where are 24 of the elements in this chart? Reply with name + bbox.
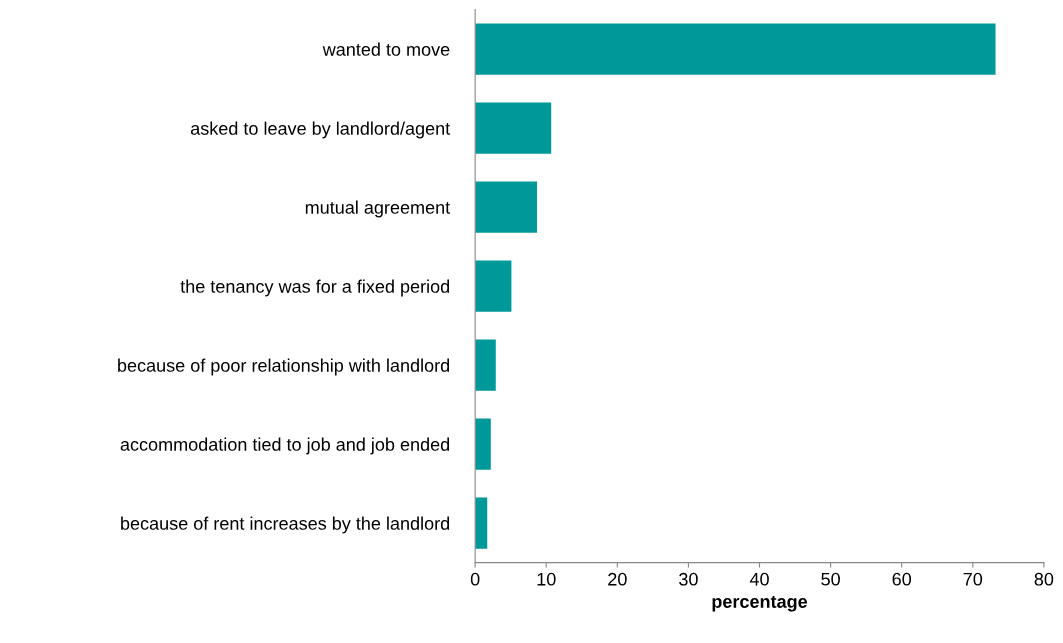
x-tick-label: 60 bbox=[892, 572, 912, 586]
y-tick-label: the tenancy was for a fixed period bbox=[180, 279, 450, 297]
y-tick-label: mutual agreement bbox=[305, 200, 451, 218]
bar bbox=[475, 418, 491, 470]
x-tick-label: 10 bbox=[537, 572, 556, 586]
bar bbox=[475, 497, 488, 549]
y-tick-label: asked to leave by landlord/agent bbox=[190, 121, 451, 139]
bar bbox=[475, 260, 512, 312]
x-tick-label: 0 bbox=[470, 572, 480, 586]
bar bbox=[475, 23, 996, 75]
x-tick-label: 20 bbox=[608, 572, 627, 586]
x-tick-label: 40 bbox=[749, 572, 769, 586]
bar bbox=[475, 339, 496, 391]
x-tick-label: 30 bbox=[679, 572, 698, 586]
y-tick-label: wanted to move bbox=[322, 42, 450, 56]
x-tick-label: 80 bbox=[1034, 572, 1054, 586]
bar bbox=[475, 102, 552, 154]
x-tick-label: 70 bbox=[963, 572, 983, 586]
x-axis-title: percentage bbox=[712, 595, 808, 612]
y-tick-label: accommodation tied to job and job ended bbox=[120, 437, 450, 455]
x-tick-label: 50 bbox=[821, 572, 840, 586]
bar bbox=[475, 181, 538, 233]
y-tick-label: because of poor relationship with landlord bbox=[118, 358, 450, 376]
y-tick-label: because of rent increases by the landlord bbox=[121, 516, 450, 534]
